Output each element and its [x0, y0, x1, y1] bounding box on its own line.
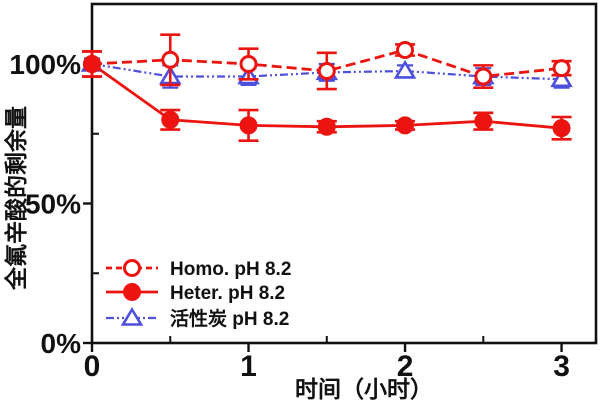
data-point-marker [83, 54, 101, 73]
data-point-marker [161, 110, 180, 129]
x-tick-label: 0 [84, 350, 101, 383]
legend-label-0: Homo. pH 8.2 [170, 259, 291, 280]
legend-label-1: Heter. pH 8.2 [170, 283, 285, 304]
data-point-marker [550, 68, 573, 88]
data-point-marker [396, 41, 415, 60]
data-point-marker [161, 50, 180, 69]
data-point-marker [474, 67, 493, 86]
data-point-marker [474, 112, 493, 131]
legend-marker-1 [123, 283, 141, 301]
data-point-marker [552, 59, 571, 78]
plot-frame [90, 2, 598, 345]
legend-label-2: 活性炭 pH 8.2 [170, 307, 289, 330]
y-axis-title: 全氟辛酸的剩余量 [3, 106, 29, 291]
legend-marker-2 [120, 306, 144, 326]
y-tick-label: 0% [41, 328, 82, 359]
y-tick-label: 100% [9, 49, 81, 80]
x-axis-title: 时间（小时） [295, 376, 433, 402]
data-point-marker [317, 61, 336, 80]
x-tick-label: 1 [240, 350, 257, 383]
data-point-marker [396, 116, 415, 135]
data-point-marker [239, 116, 258, 135]
data-point-marker [317, 117, 336, 136]
x-tick-label: 2 [397, 350, 414, 383]
legend-marker-0 [123, 259, 141, 277]
data-point-marker [239, 54, 258, 73]
data-point-marker [393, 59, 417, 79]
data-point-marker [552, 119, 571, 138]
x-tick-label: 3 [553, 350, 570, 383]
y-tick-label: 50% [25, 188, 81, 219]
